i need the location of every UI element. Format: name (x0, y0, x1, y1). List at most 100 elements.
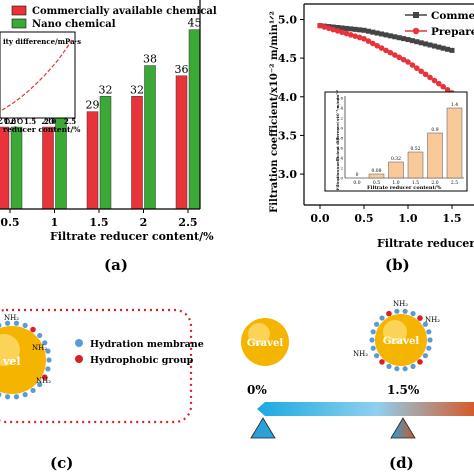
d-nh2-2: NH₂ (353, 350, 368, 358)
hydration-dot-5 (402, 366, 408, 372)
inset-bar-tick-1.0: 1.0 (392, 180, 399, 186)
point-prepare-0 (317, 22, 323, 29)
point-commerc-12 (370, 29, 376, 35)
point-prepare-29 (444, 87, 451, 93)
y-tick-3.5: 3.5 (278, 129, 297, 142)
d-nh2-3: NH₂ (425, 316, 440, 324)
point-commerc-18 (396, 35, 402, 41)
hydrophobic-dot-22 (30, 326, 36, 333)
diagram-d: Gravel Gravel NH₂ NH₂ NH₂ 0% 1.5% (d) (241, 300, 474, 472)
hydrophobic-dot-3 (417, 359, 423, 365)
chart-b: Filtration coefficient/x10⁻² m/min¹ᐟ² 3.… (269, 3, 474, 274)
point-commerc-8 (352, 26, 358, 32)
scale-label-15: 1.5% (387, 383, 420, 397)
inset-a-tick-1.0: 1.0 (4, 117, 16, 126)
point-prepare-11 (365, 38, 372, 44)
point-commerc-29 (445, 46, 451, 52)
hydration-dot-19 (4, 320, 11, 326)
point-prepare-26 (431, 77, 438, 84)
point-prepare-22 (414, 65, 420, 71)
bar-commercial-2 (131, 96, 143, 210)
hydration-dot-12 (370, 329, 376, 335)
hydration-dot-8 (0, 392, 2, 397)
point-commerc-22 (414, 39, 420, 45)
hydration-dot-1 (426, 345, 432, 351)
inset-b-ytick-0.2: 0.2 (337, 166, 344, 171)
hydration-dot-6 (394, 366, 400, 372)
bar-label-commercial-2: 32 (130, 83, 144, 96)
legend-hydration-label: Hydration membrane (90, 339, 204, 350)
inset-bar-2.5 (446, 107, 463, 179)
point-prepare-3 (330, 26, 336, 33)
chart-a: 26262628293232383645 0.511.522.5 Filtrat… (0, 0, 217, 274)
hydration-dot-24 (42, 340, 48, 346)
chart-b-y-ticks: 3.0 3.5 4.0 4.5 5.0 (278, 13, 304, 181)
legend-hydrophobic-label: Hydrophobic group (90, 355, 194, 366)
x-tick-1.5: 1.5 (89, 216, 108, 229)
point-prepare-13 (374, 42, 380, 49)
bar-nano-0.5 (10, 126, 23, 210)
chart-b-inset: Filtration coefficient difference/×10⁻² … (324, 89, 468, 192)
chart-a-xlabel: Filtrate reducer content/% (50, 230, 214, 243)
bar-nano-2 (144, 65, 156, 210)
inset-bar-tick-0.0: 0.0 (353, 180, 360, 186)
point-prepare-15 (383, 47, 389, 54)
inset-bar-1.5 (407, 151, 424, 179)
bar-label-commercial-2.5: 36 (175, 63, 189, 76)
point-commerc-14 (379, 31, 385, 37)
point-commerc-7 (348, 26, 354, 32)
hydrophobic-dot-8 (379, 359, 385, 365)
particle-c-groups (0, 320, 52, 400)
inset-b-bars: 0 0.0 0.08 0.5 0.32 1.0 0.52 1.5 0.9 2.0 1.4 2.5 (353, 102, 463, 186)
point-commerc-16 (387, 33, 393, 39)
hydration-dot-0 (427, 337, 433, 343)
chart-a-x-ticks: 0.5 1 1.5 2 2.5 (0, 209, 198, 229)
legend-marker-commerc (413, 12, 419, 18)
inset-b-ytick-1.0: 1.0 (337, 126, 344, 131)
x-tick-1.0: 1.0 (398, 212, 417, 225)
point-prepare-8 (352, 33, 358, 39)
hydration-dot-1 (45, 366, 51, 372)
point-commerc-20 (405, 37, 411, 43)
point-commerc-9 (357, 27, 363, 33)
inset-b-xlabel: Filtrate reducer content/% (367, 185, 442, 191)
bar-nano-2.5 (188, 29, 201, 210)
point-commerc-25 (427, 42, 433, 48)
diagram-c: vel NH₂ NH₂ NH₂ Hydration membrane Hydro… (0, 308, 204, 472)
point-prepare-7 (348, 32, 354, 38)
point-commerc-19 (401, 36, 407, 42)
inset-a-curve (1, 39, 73, 111)
x-tick-2.5: 2.5 (178, 216, 197, 229)
legend-swatch-commercial (11, 5, 27, 16)
point-prepare-24 (422, 71, 429, 78)
y-tick-5.0: 5.0 (278, 13, 297, 26)
inset-b-ytick-1.6: 1.6 (337, 96, 344, 101)
hydration-dot-18 (410, 311, 416, 317)
chart-b-series (317, 22, 455, 96)
inset-b-ytick-0.0: 0.0 (337, 176, 344, 181)
x-tick-2: 2 (140, 216, 148, 229)
point-prepare-2 (326, 25, 332, 32)
chart-b-xlabel: Filtrate reducer content (377, 237, 474, 250)
hydration-dot-21 (22, 322, 28, 329)
inset-bar-label-1.0: 0.32 (391, 156, 401, 162)
inset-bar-label-1.5: 0.52 (410, 146, 420, 152)
point-prepare-21 (409, 62, 416, 68)
point-prepare-27 (436, 80, 442, 87)
hydration-dot-20 (13, 320, 20, 326)
particle-d-right-groups (369, 308, 433, 372)
bar-nano-1.5 (99, 96, 112, 210)
point-prepare-5 (339, 29, 345, 36)
hydrophobic-dot-19 (417, 315, 423, 321)
hydration-dot-11 (369, 337, 375, 343)
chart-b-ylabel: Filtration coefficient/x10⁻² m/min¹ᐟ² (269, 11, 280, 213)
y-tick-4.5: 4.5 (278, 52, 297, 65)
inset-bar-tick-1.5: 1.5 (412, 180, 419, 186)
hydrophobic-dot-2 (41, 374, 48, 380)
inset-b-y-ticks: 0.0 0.2 0.4 0.6 0.8 1.0 1.2 1.4 1.6 (337, 96, 344, 181)
diagram-c-border (0, 308, 193, 424)
point-prepare-19 (400, 56, 407, 63)
legend-label-commerc: Commerc (431, 10, 474, 22)
inset-a-xlabel: reducer content/% (3, 125, 80, 134)
legend-label-nano: Nano chemical (32, 19, 116, 30)
